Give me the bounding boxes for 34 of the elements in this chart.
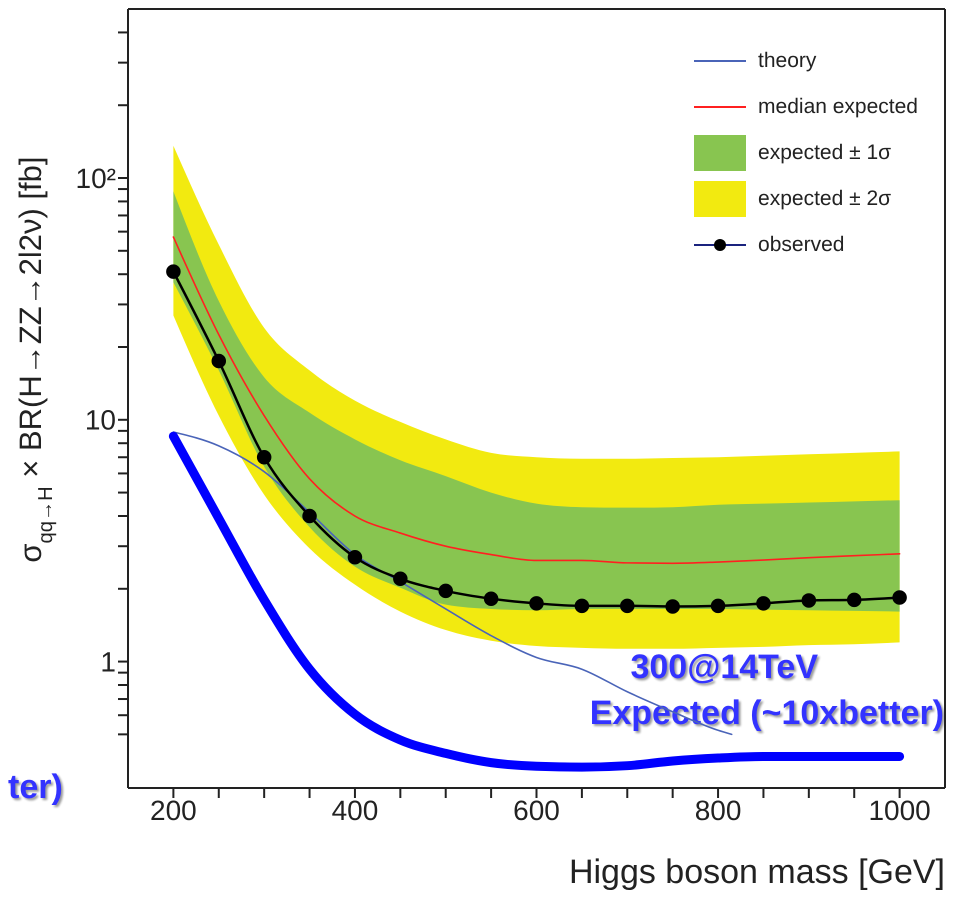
- x-tick-label: 200: [150, 794, 197, 826]
- legend-label: expected ± 2σ: [758, 187, 892, 211]
- point: [438, 584, 453, 598]
- point: [302, 508, 317, 524]
- point: [529, 596, 544, 611]
- legend-label: expected ± 1σ: [758, 141, 892, 165]
- point: [166, 264, 181, 279]
- legend-label: observed: [758, 233, 844, 257]
- y-tick-label: 1: [100, 646, 116, 678]
- point: [484, 591, 498, 606]
- x-axis-title: Higgs boson mass [GeV]: [568, 853, 945, 891]
- y-tick-label: 10²: [76, 162, 116, 194]
- point: [710, 598, 726, 614]
- legend-label: theory: [758, 49, 816, 73]
- point: [802, 593, 816, 608]
- point: [620, 598, 635, 614]
- x-tick-label: 1000: [868, 794, 931, 826]
- text: ter): [8, 768, 63, 807]
- point: [892, 590, 907, 605]
- point: [574, 598, 590, 614]
- point: [665, 599, 680, 614]
- annotation: 300@14TeV: [630, 648, 818, 687]
- y-tick-label: 10: [84, 404, 116, 436]
- line-series: [172, 236, 900, 564]
- x-tick-label: 800: [694, 794, 742, 826]
- point: [256, 450, 272, 464]
- point: [348, 550, 362, 565]
- x-tick-label: 600: [513, 794, 560, 826]
- x-tick-label: 400: [332, 794, 378, 826]
- point: [212, 354, 226, 368]
- point: [846, 592, 862, 608]
- legend-label: median expected: [758, 95, 918, 119]
- point: [393, 572, 408, 586]
- point: [756, 596, 771, 611]
